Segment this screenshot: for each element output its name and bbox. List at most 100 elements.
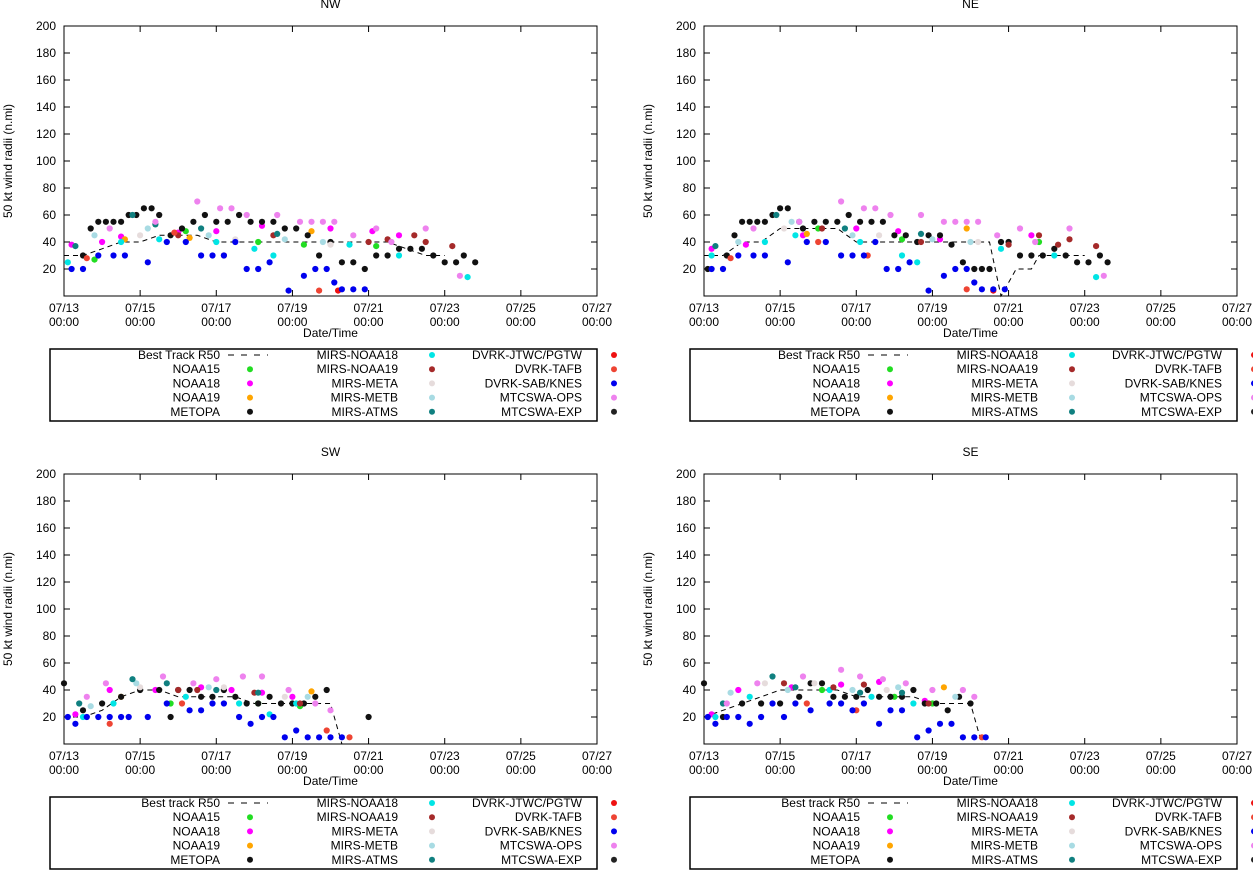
data-point-mtcswa-ops bbox=[860, 205, 868, 212]
data-point-mtcswa-ops bbox=[1032, 238, 1039, 246]
data-point-mtcswa-ops bbox=[194, 198, 201, 205]
chart-panel-ne: NE2040608010012014016018020007/1300:0007… bbox=[641, 0, 1253, 422]
data-point-dvrk-sab-knes bbox=[807, 707, 814, 714]
data-point-metopa bbox=[799, 225, 807, 232]
data-point-mirs-noaa18 bbox=[182, 693, 189, 700]
data-point-metopa bbox=[430, 252, 437, 259]
legend-label-mirs-metb: MIRS-METB bbox=[971, 839, 1038, 853]
data-point-mirs-metb bbox=[952, 693, 959, 700]
data-point-metopa bbox=[247, 218, 254, 225]
x-tick-label: 00:00 bbox=[201, 315, 231, 329]
data-point-metopa bbox=[761, 218, 769, 225]
legend-marker-mirs-atms bbox=[429, 856, 435, 863]
data-point-dvrk-tafb bbox=[803, 700, 810, 707]
legend-marker-noaa18 bbox=[247, 380, 253, 387]
data-point-mirs-atms bbox=[898, 689, 906, 696]
legend-label-mirs-noaa18: MIRS-NOAA18 bbox=[957, 348, 1039, 362]
legend-marker-mirs-metb bbox=[1069, 394, 1075, 401]
x-tick-label: 00:00 bbox=[917, 763, 947, 777]
y-tick-label: 80 bbox=[683, 629, 697, 643]
legend-label-noaa19: NOAA19 bbox=[813, 839, 861, 853]
data-point-dvrk-sab-knes bbox=[220, 700, 227, 707]
data-point-metopa bbox=[830, 693, 837, 700]
chart-title: SW bbox=[321, 445, 341, 459]
data-point-dvrk-sab-knes bbox=[761, 252, 769, 259]
x-tick-label: 00:00 bbox=[994, 763, 1024, 777]
data-point-noaa15 bbox=[373, 243, 380, 250]
data-point-metopa bbox=[864, 686, 871, 694]
data-point-mirs-noaa18 bbox=[712, 713, 719, 721]
data-point-dvrk-sab-knes bbox=[121, 252, 128, 259]
data-point-mirs-noaa19 bbox=[860, 681, 868, 688]
data-point-mtcswa-ops bbox=[243, 211, 250, 219]
legend-marker-mirs-metb bbox=[429, 842, 435, 849]
data-point-dvrk-sab-knes bbox=[338, 286, 345, 293]
data-point-mirs-noaa18 bbox=[997, 245, 1005, 252]
data-point-metopa bbox=[822, 218, 829, 225]
data-point-mirs-noaa19 bbox=[422, 238, 429, 246]
legend-label-mirs-noaa18: MIRS-NOAA18 bbox=[957, 796, 1039, 810]
data-point-mirs-metb bbox=[895, 684, 902, 691]
data-point-mtcswa-ops bbox=[258, 673, 266, 680]
data-point-metopa bbox=[395, 245, 403, 252]
data-point-mirs-noaa18 bbox=[708, 252, 715, 259]
best-track-line bbox=[704, 228, 1085, 298]
data-point-mirs-atms bbox=[255, 689, 262, 696]
data-point-mirs-atms bbox=[769, 673, 776, 680]
x-tick-label: 07/13 bbox=[689, 749, 719, 763]
legend-marker-dvrk-sab-knes bbox=[611, 380, 617, 387]
data-point-mtcswa-ops bbox=[994, 232, 1001, 239]
legend-marker-mirs-noaa19 bbox=[1069, 366, 1075, 373]
data-point-mirs-atms bbox=[857, 689, 864, 696]
data-point-noaa18 bbox=[395, 232, 403, 239]
chart-panel-nw: NW2040608010012014016018020007/1300:0007… bbox=[1, 0, 617, 422]
data-point-mtcswa-ops bbox=[975, 218, 982, 225]
data-point-mirs-noaa19 bbox=[1066, 236, 1073, 243]
plot-frame bbox=[63, 473, 598, 745]
y-tick-label: 60 bbox=[43, 208, 57, 222]
data-point-metopa bbox=[967, 700, 974, 707]
legend-label-dvrk-tafb: DVRK-TAFB bbox=[515, 362, 582, 376]
x-tick-label: 07/27 bbox=[1222, 301, 1252, 315]
legend-marker-dvrk-jtwc-pgtw bbox=[611, 352, 617, 358]
y-tick-label: 140 bbox=[676, 100, 696, 114]
x-tick-label: 00:00 bbox=[354, 315, 384, 329]
data-point-noaa19 bbox=[308, 228, 315, 235]
x-tick-label: 07/21 bbox=[354, 749, 384, 763]
x-axis-label: Date/Time bbox=[303, 326, 358, 340]
data-point-mtcswa-ops bbox=[952, 218, 959, 225]
data-point-metopa bbox=[418, 245, 425, 252]
x-tick-label: 00:00 bbox=[201, 763, 231, 777]
data-point-metopa bbox=[731, 232, 738, 239]
data-point-mirs-meta bbox=[220, 684, 227, 691]
data-point-dvrk-tafb bbox=[323, 727, 330, 734]
data-point-metopa bbox=[997, 238, 1005, 246]
data-point-dvrk-sab-knes bbox=[978, 286, 986, 293]
legend-label-noaa15: NOAA15 bbox=[173, 810, 221, 824]
data-point-mtcswa-ops bbox=[106, 225, 113, 232]
legend-label-metopa: METOPA bbox=[170, 853, 220, 867]
chart-panel-sw: SW2040608010012014016018020007/1300:0007… bbox=[1, 445, 617, 870]
data-point-metopa bbox=[959, 259, 967, 266]
data-point-noaa15 bbox=[91, 256, 98, 263]
data-point-dvrk-sab-knes bbox=[338, 734, 345, 741]
chart-title: NE bbox=[962, 0, 979, 11]
data-point-mtcswa-ops bbox=[331, 218, 338, 225]
data-point-metopa bbox=[746, 218, 753, 225]
y-tick-label: 180 bbox=[676, 494, 696, 508]
data-point-dvrk-sab-knes bbox=[316, 734, 323, 741]
data-point-mirs-noaa19 bbox=[1093, 243, 1100, 250]
data-point-dvrk-sab-knes bbox=[95, 713, 102, 721]
legend-box bbox=[689, 348, 1238, 422]
x-tick-label: 00:00 bbox=[994, 315, 1024, 329]
data-point-dvrk-sab-knes bbox=[198, 252, 205, 259]
legend-label-mirs-meta: MIRS-META bbox=[332, 824, 398, 838]
x-tick-label: 07/25 bbox=[506, 301, 536, 315]
legend-label-noaa18: NOAA18 bbox=[173, 824, 221, 838]
data-point-metopa bbox=[232, 693, 239, 700]
data-point-mtcswa-ops bbox=[887, 211, 894, 219]
data-point-mirs-meta bbox=[761, 680, 769, 687]
data-point-mtcswa-ops bbox=[373, 225, 380, 232]
data-point-metopa bbox=[887, 693, 894, 700]
data-point-metopa bbox=[373, 252, 380, 259]
